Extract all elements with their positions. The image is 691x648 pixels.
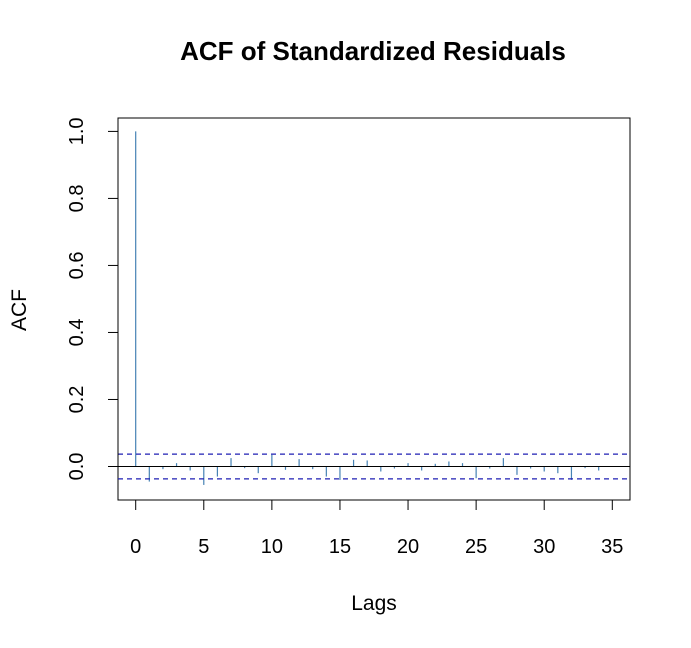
acf-bars: [135, 131, 600, 485]
x-tick-label: 10: [261, 536, 283, 558]
y-axis-label: ACF: [8, 289, 31, 331]
x-tick-label: 25: [465, 536, 487, 558]
x-tick-label: 20: [397, 536, 419, 558]
y-axis: 0.0 0.2 0.4 0.6 0.8 1.0: [66, 117, 119, 481]
plot-frame: [117, 117, 631, 501]
y-tick-label: 0.0: [66, 453, 88, 481]
y-tick-label: 0.2: [66, 386, 88, 414]
x-tick-label: 0: [130, 536, 141, 558]
x-tick-label: 15: [329, 536, 351, 558]
y-tick-label: 0.8: [66, 185, 88, 213]
y-tick-label: 0.6: [66, 252, 88, 280]
x-tick-label: 5: [198, 536, 209, 558]
x-tick-label: 30: [533, 536, 555, 558]
x-axis: 0 5 10 15 20 25 30 35: [130, 499, 623, 558]
chart-title: ACF of Standardized Residuals: [180, 36, 566, 66]
y-tick-label: 0.4: [66, 319, 88, 347]
x-tick-label: 35: [601, 536, 623, 558]
y-tick-label: 1.0: [66, 117, 88, 145]
x-axis-label: Lags: [351, 592, 397, 615]
